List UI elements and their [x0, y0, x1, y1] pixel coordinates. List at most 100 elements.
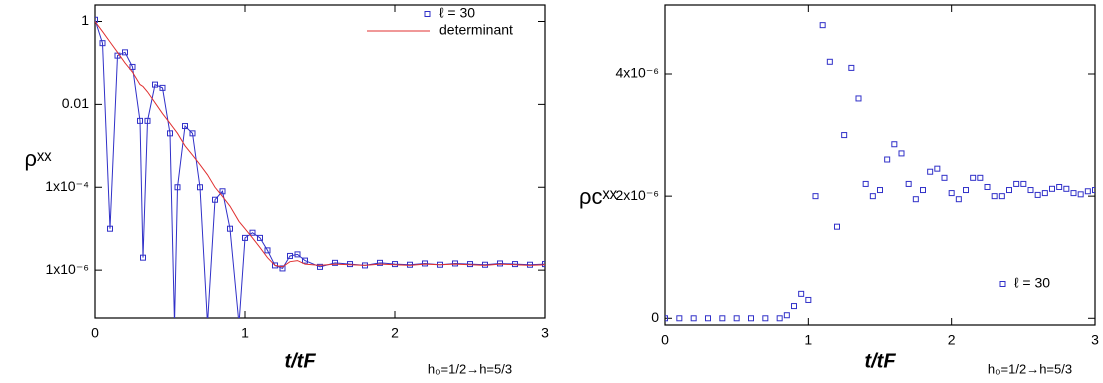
point	[542, 261, 545, 268]
point	[905, 180, 912, 187]
point	[998, 193, 1005, 200]
point	[1056, 183, 1063, 190]
point	[826, 58, 833, 65]
point	[1006, 187, 1012, 194]
point	[242, 234, 248, 241]
point	[512, 261, 518, 268]
point	[690, 315, 697, 322]
x-axis-title: t/tF	[284, 350, 316, 372]
point	[1013, 180, 1020, 187]
point	[912, 196, 919, 203]
point	[819, 22, 826, 29]
series-line	[95, 21, 545, 268]
point	[332, 259, 338, 266]
point	[812, 193, 819, 200]
point	[467, 261, 473, 268]
point	[197, 184, 203, 191]
point	[317, 263, 323, 270]
point	[934, 165, 941, 172]
point	[927, 168, 934, 175]
point	[862, 180, 869, 187]
point	[219, 188, 226, 195]
point	[1084, 188, 1091, 195]
point	[294, 251, 301, 258]
point	[212, 196, 218, 203]
point	[167, 130, 173, 137]
point	[1049, 185, 1055, 192]
point	[1092, 187, 1095, 194]
point	[705, 315, 711, 322]
y-tick-label: 1	[81, 12, 89, 28]
x-tick-label: 1	[804, 332, 812, 348]
point	[762, 315, 769, 322]
plot-layer	[95, 16, 545, 327]
annotation: h₀=1/2→h=5/3	[428, 361, 512, 376]
legend-marker	[999, 281, 1006, 287]
point	[977, 174, 984, 181]
point	[719, 315, 726, 322]
y-tick-label: 0	[651, 309, 659, 325]
plot-frame	[94, 4, 546, 319]
point	[963, 187, 969, 194]
y-tick-label: 4x10⁻⁶	[615, 65, 659, 81]
point	[898, 150, 905, 157]
x-axis-title: t/tF	[864, 350, 896, 372]
point	[172, 322, 177, 327]
point	[287, 252, 293, 259]
point	[676, 315, 683, 322]
point	[182, 123, 188, 130]
y-tick-label: 1x10⁻⁴	[45, 178, 89, 194]
point	[776, 315, 783, 322]
y-tick-label: 0.01	[62, 95, 89, 111]
point	[1041, 190, 1048, 197]
point	[991, 193, 998, 200]
series-line	[95, 19, 545, 318]
point	[279, 265, 286, 272]
x-tick-label: 2	[391, 325, 399, 341]
point	[855, 95, 862, 102]
point	[159, 84, 166, 91]
point	[1034, 191, 1041, 198]
y-axis-title: ρˣˣ	[25, 146, 53, 171]
point	[1063, 185, 1070, 192]
point	[877, 187, 883, 194]
plot-frame	[664, 4, 1096, 326]
point	[122, 49, 128, 56]
point	[984, 183, 991, 190]
point	[869, 193, 876, 200]
point	[107, 225, 113, 232]
point	[834, 223, 840, 230]
point	[948, 190, 955, 197]
point	[884, 156, 891, 163]
x-tick-label: 3	[541, 325, 549, 341]
point	[302, 257, 308, 264]
point	[137, 117, 143, 124]
legend-label: determinant	[439, 22, 513, 38]
point	[891, 141, 898, 148]
point	[1070, 190, 1077, 197]
point	[955, 196, 962, 203]
point	[783, 312, 790, 319]
y-axis-title: ρcˣˣ	[579, 184, 618, 209]
legend-marker	[424, 11, 431, 17]
legend-label: ℓ = 30	[1014, 275, 1050, 291]
point	[497, 260, 503, 267]
point	[249, 229, 256, 236]
y-tick-label: 1x10⁻⁶	[45, 261, 89, 277]
point	[129, 63, 136, 70]
point	[920, 187, 926, 194]
point	[527, 261, 533, 268]
point	[422, 260, 428, 267]
point	[189, 130, 196, 137]
annotation: h₀=1/2→h=5/3	[988, 361, 1072, 376]
point	[392, 261, 398, 268]
point	[140, 254, 146, 261]
point	[1027, 187, 1034, 194]
point	[848, 64, 855, 71]
point	[174, 184, 181, 191]
point	[841, 132, 848, 139]
point	[257, 234, 263, 241]
point	[941, 174, 948, 181]
